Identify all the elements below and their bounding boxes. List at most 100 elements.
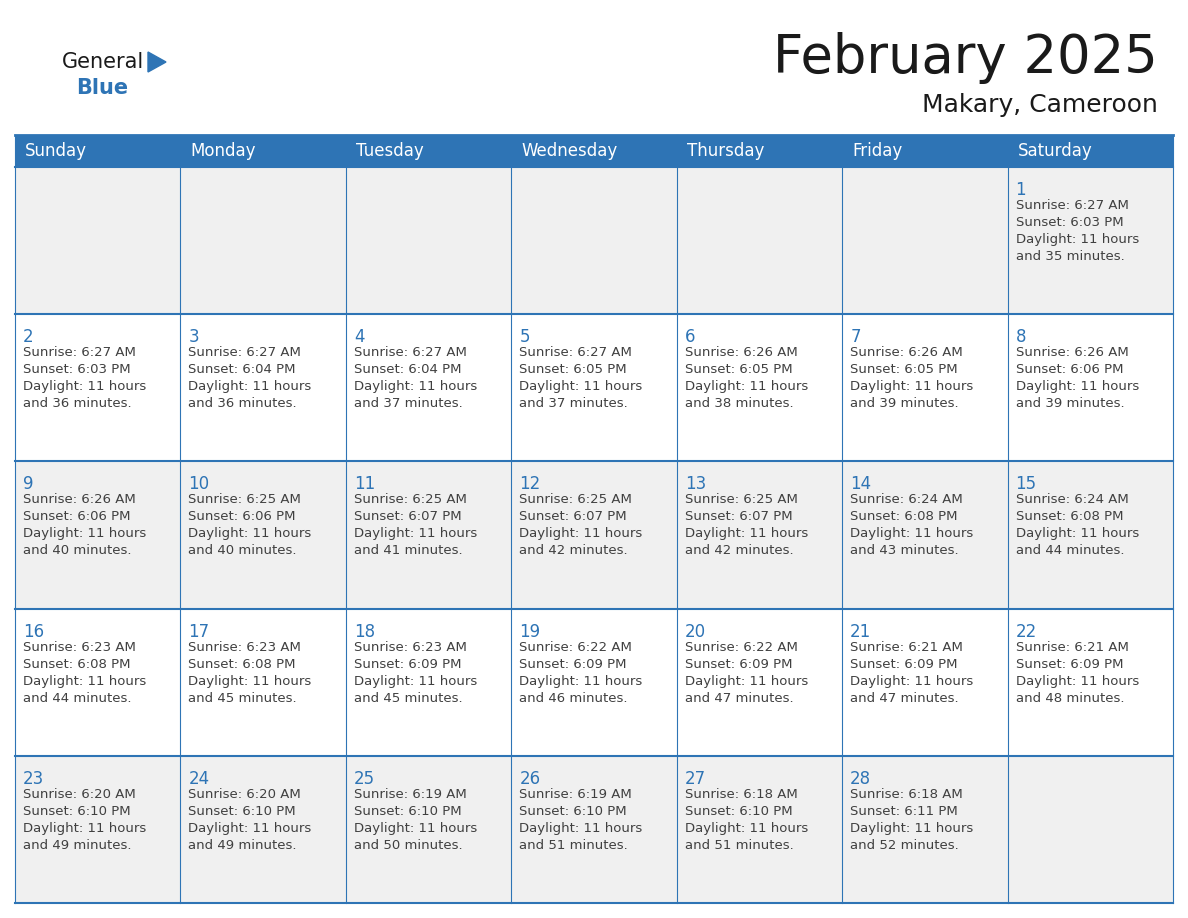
Bar (842, 314, 1007, 462)
Text: Sunrise: 6:23 AM: Sunrise: 6:23 AM (23, 641, 135, 654)
Text: Daylight: 11 hours: Daylight: 11 hours (1016, 233, 1139, 246)
Text: 2: 2 (23, 329, 33, 346)
Text: Daylight: 11 hours: Daylight: 11 hours (851, 380, 973, 393)
Text: Sunrise: 6:26 AM: Sunrise: 6:26 AM (23, 493, 135, 507)
Bar (511, 609, 677, 756)
Bar (677, 314, 842, 462)
Bar (346, 462, 511, 609)
Text: 17: 17 (189, 622, 209, 641)
Text: 16: 16 (23, 622, 44, 641)
Text: and 51 minutes.: and 51 minutes. (519, 839, 628, 852)
Text: and 52 minutes.: and 52 minutes. (851, 839, 959, 852)
Text: and 50 minutes.: and 50 minutes. (354, 839, 462, 852)
Text: Wednesday: Wednesday (522, 142, 618, 160)
Bar (677, 756, 842, 903)
Bar (677, 462, 842, 609)
Bar (1007, 314, 1173, 462)
Text: and 41 minutes.: and 41 minutes. (354, 544, 462, 557)
Text: Tuesday: Tuesday (356, 142, 424, 160)
Bar (15, 609, 181, 756)
Text: Sunset: 6:06 PM: Sunset: 6:06 PM (23, 510, 131, 523)
Text: 22: 22 (1016, 622, 1037, 641)
Text: Makary, Cameroon: Makary, Cameroon (922, 93, 1158, 117)
Text: Sunrise: 6:26 AM: Sunrise: 6:26 AM (851, 346, 963, 359)
Text: Daylight: 11 hours: Daylight: 11 hours (851, 822, 973, 834)
Text: Daylight: 11 hours: Daylight: 11 hours (1016, 675, 1139, 688)
Text: Sunset: 6:10 PM: Sunset: 6:10 PM (519, 805, 627, 818)
Text: Daylight: 11 hours: Daylight: 11 hours (23, 675, 146, 688)
Text: Daylight: 11 hours: Daylight: 11 hours (519, 822, 643, 834)
Text: Sunrise: 6:27 AM: Sunrise: 6:27 AM (189, 346, 302, 359)
Text: and 40 minutes.: and 40 minutes. (23, 544, 132, 557)
Text: 10: 10 (189, 476, 209, 493)
Text: Sunset: 6:08 PM: Sunset: 6:08 PM (1016, 510, 1123, 523)
Text: 15: 15 (1016, 476, 1037, 493)
Text: February 2025: February 2025 (773, 32, 1158, 84)
Text: Sunset: 6:06 PM: Sunset: 6:06 PM (189, 510, 296, 523)
Text: Sunrise: 6:21 AM: Sunrise: 6:21 AM (1016, 641, 1129, 654)
Text: 8: 8 (1016, 329, 1026, 346)
Text: 1: 1 (1016, 181, 1026, 199)
Text: and 49 minutes.: and 49 minutes. (23, 839, 132, 852)
Text: Daylight: 11 hours: Daylight: 11 hours (23, 380, 146, 393)
Text: and 38 minutes.: and 38 minutes. (684, 397, 794, 410)
Text: Sunrise: 6:27 AM: Sunrise: 6:27 AM (519, 346, 632, 359)
Text: Daylight: 11 hours: Daylight: 11 hours (519, 380, 643, 393)
Text: and 42 minutes.: and 42 minutes. (519, 544, 628, 557)
Bar (15, 167, 181, 314)
Bar (511, 314, 677, 462)
Text: Daylight: 11 hours: Daylight: 11 hours (354, 528, 478, 541)
Text: Sunset: 6:10 PM: Sunset: 6:10 PM (189, 805, 296, 818)
Text: and 49 minutes.: and 49 minutes. (189, 839, 297, 852)
Text: Sunrise: 6:23 AM: Sunrise: 6:23 AM (354, 641, 467, 654)
Text: Sunset: 6:09 PM: Sunset: 6:09 PM (1016, 657, 1123, 671)
Bar (181, 167, 346, 314)
Text: Daylight: 11 hours: Daylight: 11 hours (851, 528, 973, 541)
Text: Daylight: 11 hours: Daylight: 11 hours (189, 528, 311, 541)
Text: and 36 minutes.: and 36 minutes. (23, 397, 132, 410)
Text: Daylight: 11 hours: Daylight: 11 hours (684, 380, 808, 393)
Text: Sunset: 6:09 PM: Sunset: 6:09 PM (851, 657, 958, 671)
Text: and 39 minutes.: and 39 minutes. (1016, 397, 1124, 410)
Text: 21: 21 (851, 622, 871, 641)
Text: 5: 5 (519, 329, 530, 346)
Text: 18: 18 (354, 622, 375, 641)
Text: Sunrise: 6:19 AM: Sunrise: 6:19 AM (519, 788, 632, 800)
Text: Sunrise: 6:22 AM: Sunrise: 6:22 AM (684, 641, 797, 654)
Bar (181, 314, 346, 462)
Text: and 45 minutes.: and 45 minutes. (189, 691, 297, 705)
Text: General: General (62, 52, 144, 72)
Text: Sunrise: 6:24 AM: Sunrise: 6:24 AM (1016, 493, 1129, 507)
Text: Sunset: 6:04 PM: Sunset: 6:04 PM (189, 364, 296, 376)
Text: Daylight: 11 hours: Daylight: 11 hours (354, 380, 478, 393)
Text: Sunset: 6:06 PM: Sunset: 6:06 PM (1016, 364, 1123, 376)
Text: Daylight: 11 hours: Daylight: 11 hours (684, 675, 808, 688)
Text: and 35 minutes.: and 35 minutes. (1016, 250, 1124, 263)
Bar (511, 756, 677, 903)
Text: Sunset: 6:08 PM: Sunset: 6:08 PM (851, 510, 958, 523)
Text: Daylight: 11 hours: Daylight: 11 hours (684, 822, 808, 834)
Text: Thursday: Thursday (687, 142, 764, 160)
Text: Sunrise: 6:26 AM: Sunrise: 6:26 AM (1016, 346, 1129, 359)
Bar (181, 462, 346, 609)
Text: Sunset: 6:10 PM: Sunset: 6:10 PM (23, 805, 131, 818)
Text: Daylight: 11 hours: Daylight: 11 hours (1016, 380, 1139, 393)
Text: and 36 minutes.: and 36 minutes. (189, 397, 297, 410)
Text: Sunrise: 6:20 AM: Sunrise: 6:20 AM (23, 788, 135, 800)
Text: Sunrise: 6:22 AM: Sunrise: 6:22 AM (519, 641, 632, 654)
Text: Sunrise: 6:19 AM: Sunrise: 6:19 AM (354, 788, 467, 800)
Text: and 46 minutes.: and 46 minutes. (519, 691, 627, 705)
Text: Daylight: 11 hours: Daylight: 11 hours (519, 675, 643, 688)
Text: Daylight: 11 hours: Daylight: 11 hours (1016, 528, 1139, 541)
Text: Saturday: Saturday (1018, 142, 1092, 160)
Bar (346, 756, 511, 903)
Bar (15, 314, 181, 462)
Text: 27: 27 (684, 770, 706, 788)
Text: Daylight: 11 hours: Daylight: 11 hours (519, 528, 643, 541)
Text: Sunset: 6:07 PM: Sunset: 6:07 PM (519, 510, 627, 523)
Bar (842, 167, 1007, 314)
Text: 7: 7 (851, 329, 860, 346)
Text: 26: 26 (519, 770, 541, 788)
Text: 25: 25 (354, 770, 375, 788)
Text: and 37 minutes.: and 37 minutes. (354, 397, 462, 410)
